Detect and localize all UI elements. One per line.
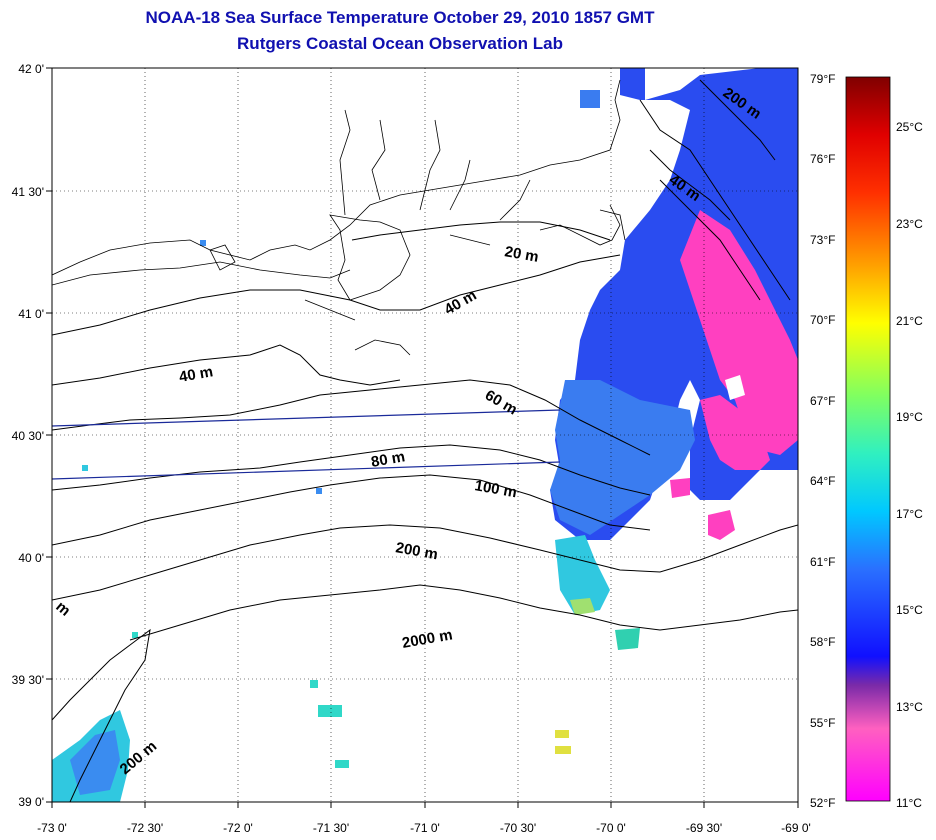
map-title: NOAA-18 Sea Surface Temperature October … bbox=[145, 8, 655, 27]
sst-scatter bbox=[316, 488, 322, 494]
lon-label: -69 30' bbox=[686, 821, 722, 835]
contour-100m bbox=[52, 474, 651, 546]
contour-label: 80 m bbox=[370, 448, 407, 471]
tick-marks bbox=[46, 67, 799, 808]
transect-lines bbox=[52, 409, 561, 480]
degc-label: 19°C bbox=[896, 410, 923, 424]
sst-scatter bbox=[555, 746, 571, 754]
degf-label: 67°F bbox=[810, 394, 835, 408]
sst-white-hole bbox=[725, 375, 745, 400]
degc-label: 23°C bbox=[896, 217, 923, 231]
contour-200m-sw bbox=[52, 628, 151, 802]
degf-label: 52°F bbox=[810, 796, 835, 810]
contour-40m-mid bbox=[52, 344, 401, 386]
coastline bbox=[52, 79, 626, 356]
latitude-labels: 42 0' 41 30' 41 0' 40 30' 40 0' 39 30' 3… bbox=[12, 62, 44, 809]
map-subtitle: Rutgers Coastal Ocean Observation Lab bbox=[237, 34, 563, 53]
contour-label: 20 m bbox=[503, 243, 540, 266]
degf-label: 64°F bbox=[810, 474, 835, 488]
lat-label: 39 0' bbox=[18, 795, 44, 809]
contour-20m bbox=[351, 221, 611, 241]
contour-200m-ne bbox=[699, 79, 776, 161]
degf-label: 55°F bbox=[810, 716, 835, 730]
lon-label: -72 0' bbox=[223, 821, 253, 835]
sst-scatter bbox=[318, 705, 342, 717]
sst-pink-3 bbox=[708, 510, 735, 540]
sst-blue-spot bbox=[580, 90, 600, 108]
transect-line-north bbox=[52, 409, 561, 427]
lon-label: -69 0' bbox=[781, 821, 811, 835]
lat-label: 41 30' bbox=[12, 185, 44, 199]
degf-label: 70°F bbox=[810, 313, 835, 327]
lat-label: 39 30' bbox=[12, 673, 44, 687]
degf-label: 61°F bbox=[810, 555, 835, 569]
degc-label: 25°C bbox=[896, 120, 923, 134]
degc-label: 15°C bbox=[896, 603, 923, 617]
contour-200m bbox=[52, 524, 798, 601]
degf-label: 73°F bbox=[810, 233, 835, 247]
transect-line-south bbox=[52, 461, 561, 480]
sst-pink-1 bbox=[680, 210, 798, 455]
sst-scatter bbox=[310, 680, 318, 688]
sst-blue-light bbox=[550, 380, 695, 535]
lat-label: 41 0' bbox=[18, 307, 44, 321]
sst-pink-4 bbox=[670, 478, 690, 498]
lat-label: 40 30' bbox=[12, 429, 44, 443]
lon-label: -72 30' bbox=[127, 821, 163, 835]
lon-label: -70 0' bbox=[596, 821, 626, 835]
lon-label: -73 0' bbox=[37, 821, 67, 835]
contour-80m bbox=[52, 444, 651, 496]
degc-label: 17°C bbox=[896, 507, 923, 521]
bathymetry-contours bbox=[52, 79, 798, 802]
lon-label: -70 30' bbox=[500, 821, 536, 835]
sst-scatter bbox=[555, 730, 569, 738]
lon-label: -71 0' bbox=[410, 821, 440, 835]
degf-label: 79°F bbox=[810, 72, 835, 86]
degf-label: 76°F bbox=[810, 152, 835, 166]
longitude-labels: -73 0' -72 30' -72 0' -71 30' -71 0' -70… bbox=[37, 821, 811, 835]
degf-label: 58°F bbox=[810, 635, 835, 649]
sst-scatter bbox=[82, 465, 88, 471]
degc-label: 21°C bbox=[896, 314, 923, 328]
contour-label: 40 m bbox=[178, 363, 215, 386]
sst-pink-2 bbox=[700, 395, 770, 470]
sst-coverage bbox=[52, 68, 798, 802]
contour-2000m bbox=[129, 584, 798, 641]
sst-teal-patch-2 bbox=[615, 628, 640, 650]
degc-label: 11°C bbox=[896, 796, 922, 810]
sst-green-patch bbox=[570, 598, 595, 615]
contour-60m bbox=[52, 379, 651, 456]
celsius-labels: 25°C 23°C 21°C 19°C 17°C 15°C 13°C 11°C bbox=[896, 120, 923, 810]
colorbar bbox=[845, 76, 891, 802]
lat-label: 42 0' bbox=[18, 62, 44, 76]
lon-label: -71 30' bbox=[313, 821, 349, 835]
sst-scatter bbox=[132, 632, 138, 638]
contour-40m-ne bbox=[649, 149, 731, 221]
grid bbox=[52, 68, 798, 802]
degc-label: 13°C bbox=[896, 700, 923, 714]
sst-sw-blob-inner bbox=[70, 730, 120, 795]
sst-scatter bbox=[200, 240, 206, 246]
sst-teal-patch bbox=[555, 535, 610, 615]
fahrenheit-labels: 79°F 76°F 73°F 70°F 67°F 64°F 61°F 58°F … bbox=[810, 72, 835, 810]
contour-40m-north bbox=[52, 254, 621, 336]
lat-label: 40 0' bbox=[18, 551, 44, 565]
sst-scatter bbox=[335, 760, 349, 768]
